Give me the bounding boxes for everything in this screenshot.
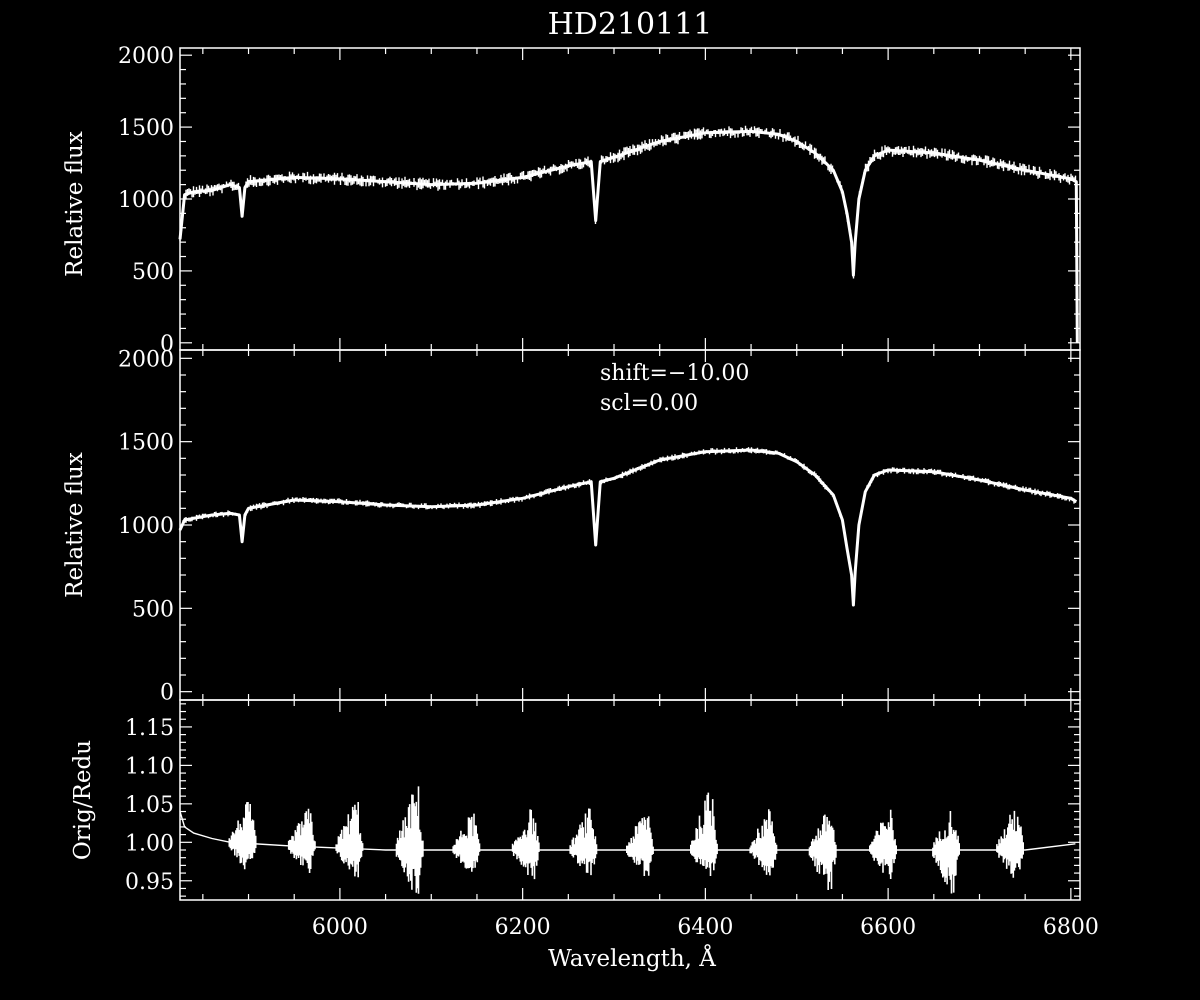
y-tick-label: 0 [160,681,174,706]
y-tick-label: 1000 [118,188,174,213]
panel-top: 0 500 1000 1500 2000 Relative flux [62,44,1081,357]
shift-annotation: shift=−10.00 [600,361,749,386]
panel-middle: 0 500 1000 1500 2000 Relative flux shift=−10… [62,347,1081,706]
y-tick-label: 1.00 [125,831,174,856]
panel-middle-ylabel: Relative flux [62,452,88,598]
panel-top-ticks [180,48,1080,350]
y-tick-label: 1.15 [125,716,174,741]
ratio-burst [749,809,778,876]
panel-middle-series [178,447,1078,607]
panel-top-frame [179,47,1081,351]
x-tick-labels: 6000 6200 6400 6600 6800 [312,915,1099,940]
y-tick-label: 1.10 [125,754,174,779]
flux-noise-band [179,447,1077,606]
panel-bottom-ylabel: Orig/Redu [70,740,96,860]
flux-line [178,448,1078,607]
x-tick-label: 6800 [1043,915,1099,940]
ratio-burst [569,808,598,876]
panel-bottom: 0.951.001.051.101.15 Orig/Redu 6000 6200 6… [70,699,1099,940]
panel-top-ylabel: Relative flux [62,131,88,277]
y-tick-label: 1000 [118,514,174,539]
ratio-burst [395,786,424,894]
ratio-burst [228,802,257,870]
x-axis-label: Wavelength, Å [548,944,716,972]
x-tick-label: 6400 [677,915,733,940]
panel-bottom-ytick-labels: 0.95 1.00 1.05 1.10 1.15 [125,716,174,895]
ratio-burst [335,802,364,878]
y-tick-label: 1.05 [125,793,174,818]
ratio-burst [932,811,960,894]
x-tick-label: 6600 [860,915,916,940]
ratio-burst [808,814,837,890]
panel-bottom-ticks [180,700,1080,900]
panel-bottom-frame [179,699,1081,901]
ratio-burst [287,808,316,873]
y-tick-label: 500 [132,260,174,285]
ratio-burst [511,809,540,880]
panel-top-ytick-labels: 0 500 1000 1500 2000 [118,44,174,357]
y-tick-label: 1500 [118,431,174,456]
x-tick-label: 6000 [312,915,368,940]
ratio-burst [626,816,654,876]
panel-middle-ytick-labels: 0 500 1000 1500 2000 [118,347,174,705]
flux-line [178,129,1079,343]
ratio-burst [690,792,718,876]
ratio-burst [452,813,481,872]
panel-bottom-series [179,786,1076,894]
panel-top-series [178,125,1079,343]
y-tick-label: 2000 [118,44,174,69]
chart-title: HD210111 [548,7,713,42]
y-tick-label: 2000 [118,347,174,372]
panel-middle-ticks [180,350,1080,700]
scale-annotation: scl=0.00 [600,391,698,416]
ratio-burst [869,809,897,879]
y-tick-label: 500 [132,597,174,622]
y-tick-label: 0.95 [125,870,174,895]
y-tick-label: 1500 [118,116,174,141]
x-tick-label: 6200 [495,915,551,940]
y-tick-label: 0 [160,332,174,357]
ratio-burst [996,810,1024,878]
